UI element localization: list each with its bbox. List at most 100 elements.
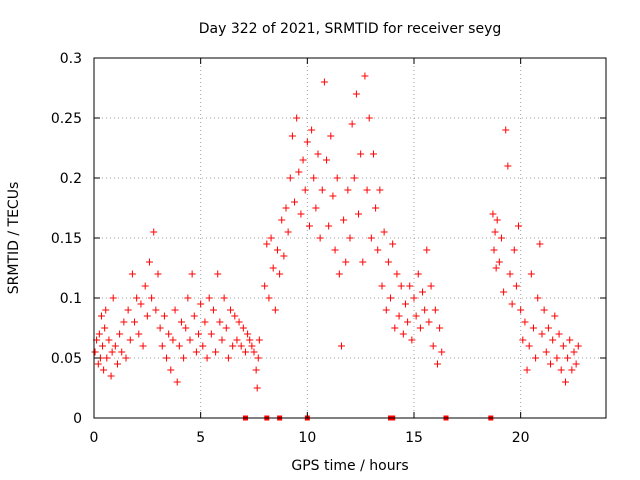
data-point <box>389 240 397 248</box>
data-point <box>404 318 412 326</box>
data-point <box>167 366 175 374</box>
data-point <box>205 294 213 302</box>
data-point <box>557 366 565 374</box>
x-tick-label: 10 <box>298 430 316 446</box>
data-point <box>261 282 269 290</box>
data-point <box>369 150 377 158</box>
data-point <box>572 360 580 368</box>
data-point <box>333 174 341 182</box>
data-point <box>237 342 245 350</box>
data-point <box>126 336 134 344</box>
data-point <box>397 282 405 290</box>
data-point <box>241 348 249 356</box>
data-point <box>271 306 279 314</box>
data-point <box>536 240 544 248</box>
data-point <box>549 336 557 344</box>
data-point <box>568 366 576 374</box>
data-point <box>203 354 211 362</box>
data-point <box>570 348 578 356</box>
data-point <box>254 354 262 362</box>
data-point <box>508 300 516 308</box>
data-point <box>122 354 130 362</box>
data-point <box>299 156 307 164</box>
data-point <box>361 72 369 80</box>
data-point <box>246 336 254 344</box>
data-point <box>105 336 113 344</box>
data-point <box>103 354 111 362</box>
data-point <box>169 336 177 344</box>
x-tick-label: 0 <box>90 430 99 446</box>
data-point <box>190 312 198 320</box>
data-point <box>145 258 153 266</box>
data-point <box>421 306 429 314</box>
data-point <box>252 366 260 374</box>
data-point <box>521 318 529 326</box>
data-point <box>355 210 363 218</box>
data-point <box>401 300 409 308</box>
data-point <box>425 318 433 326</box>
data-point <box>160 312 168 320</box>
data-point <box>544 324 552 332</box>
data-point <box>431 306 439 314</box>
data-point <box>561 378 569 386</box>
data-point <box>540 306 548 314</box>
data-point <box>350 174 358 182</box>
data-point <box>152 306 160 314</box>
data-point <box>566 336 574 344</box>
data-point <box>233 336 241 344</box>
data-point <box>284 228 292 236</box>
data-point <box>214 270 222 278</box>
data-point <box>295 168 303 176</box>
data-point <box>318 186 326 194</box>
data-point <box>276 270 284 278</box>
data-point <box>177 318 185 326</box>
data-point <box>301 186 309 194</box>
data-point <box>175 342 183 350</box>
data-point <box>529 324 537 332</box>
data-point <box>303 138 311 146</box>
data-point <box>340 216 348 224</box>
data-point <box>201 318 209 326</box>
data-point <box>269 264 277 272</box>
data-point <box>490 246 498 254</box>
data-point <box>197 300 205 308</box>
data-point <box>406 282 414 290</box>
data-point <box>131 318 139 326</box>
data-point <box>229 342 237 350</box>
data-point <box>133 294 141 302</box>
data-point <box>137 300 145 308</box>
y-tick-label: 0 <box>73 411 82 427</box>
data-point <box>416 324 424 332</box>
data-point <box>376 186 384 194</box>
data-point <box>278 216 286 224</box>
data-point <box>293 114 301 122</box>
data-point <box>227 306 235 314</box>
data-point <box>109 294 117 302</box>
data-point <box>374 246 382 254</box>
data-point <box>308 126 316 134</box>
data-point <box>163 354 171 362</box>
data-point <box>504 162 512 170</box>
data-point <box>542 348 550 356</box>
y-tick-label: 0.25 <box>51 111 82 127</box>
data-point <box>286 174 294 182</box>
data-point <box>99 342 107 350</box>
y-tick-label: 0.1 <box>60 291 82 307</box>
data-point <box>433 360 441 368</box>
data-point <box>291 198 299 206</box>
data-point <box>280 252 288 260</box>
data-point <box>574 342 582 350</box>
data-point <box>267 234 275 242</box>
data-point <box>559 342 567 350</box>
data-point <box>124 306 132 314</box>
data-point <box>495 258 503 266</box>
data-point <box>253 384 261 392</box>
data-point <box>173 378 181 386</box>
data-point <box>323 156 331 164</box>
data-point <box>192 348 200 356</box>
data-point <box>128 270 136 278</box>
data-point <box>222 324 230 332</box>
data-point <box>555 330 563 338</box>
data-point <box>412 312 420 320</box>
data-point <box>150 228 158 236</box>
